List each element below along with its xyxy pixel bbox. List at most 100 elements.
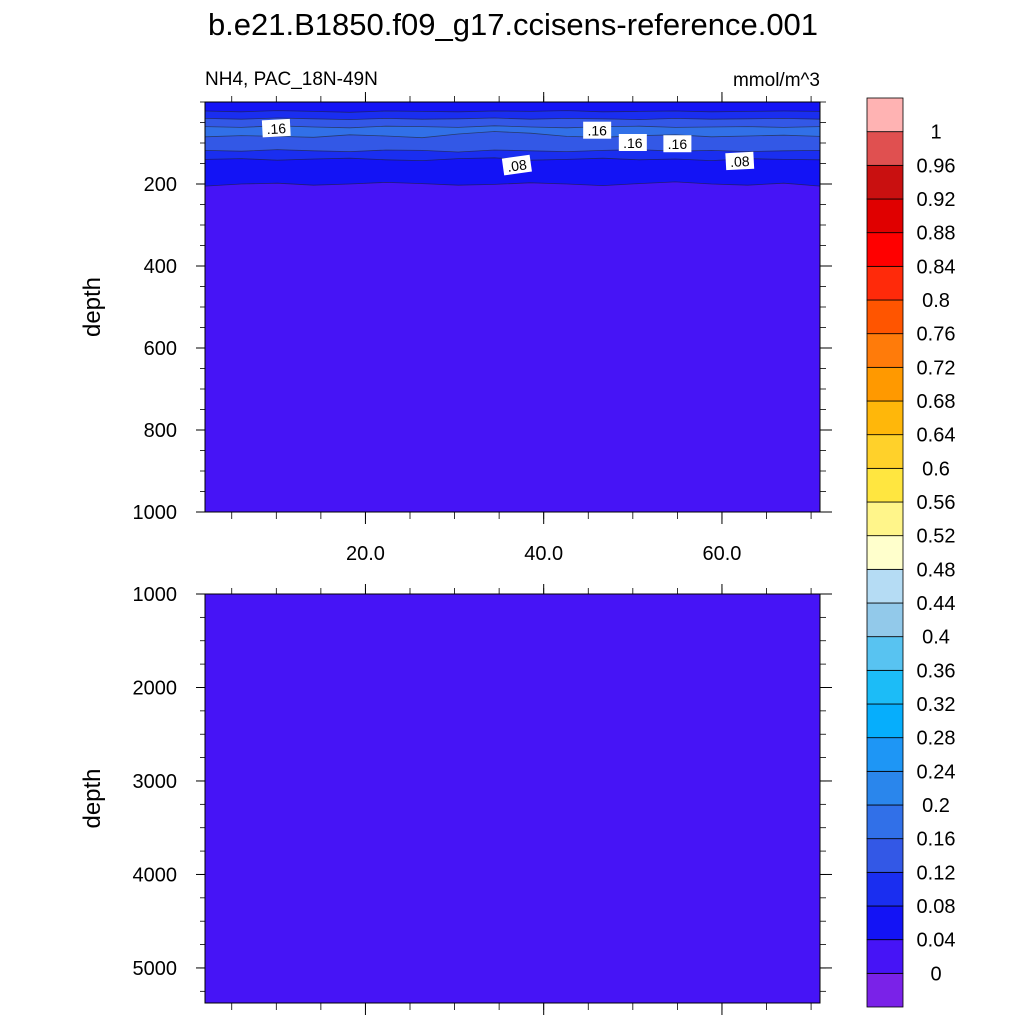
upper-xtick-label-1: 40.0: [524, 543, 563, 565]
upper-contour-line-4: [204, 125, 821, 129]
upper-contour-line-6: [204, 110, 821, 113]
variable-label: NH4, PAC_18N-49N: [205, 69, 378, 90]
colorbar-swatch-3: [866, 871, 904, 907]
colorbar-label-17: 0.68: [917, 391, 956, 413]
upper-ytick-label-0: 200: [144, 174, 177, 196]
lower-ytick-label-4: 5000: [133, 958, 178, 980]
colorbar-label-3: 0.12: [917, 862, 956, 884]
colorbar-swatch-22: [866, 232, 904, 267]
colorbar-swatch-10: [866, 636, 904, 671]
upper-xtick-label-2: 60.0: [702, 543, 741, 565]
upper-ytick-label-4: 1000: [133, 502, 178, 524]
upper-ytick-label-1: 400: [144, 256, 177, 278]
colorbar-label-5: 0.2: [922, 795, 950, 817]
upper-ylabel: depth: [79, 277, 106, 337]
upper-contour-label-text-0: .16: [266, 120, 286, 137]
colorbar-swatch-4: [866, 838, 904, 873]
upper-contour-label-box-2: [618, 134, 647, 151]
colorbar-label-7: 0.28: [917, 728, 956, 750]
colorbar-label-25: 1: [930, 122, 941, 144]
lower-ytick-label-2: 3000: [133, 771, 178, 793]
upper-ytick-label-2: 600: [144, 338, 177, 360]
upper-contour-band-6: [205, 102, 820, 113]
colorbar-label-9: 0.36: [917, 660, 956, 682]
lower-ytick-label-0: 1000: [133, 584, 178, 606]
colorbar-label-0: 0: [930, 963, 941, 985]
upper-contour-label-text-3: .16: [668, 136, 688, 152]
upper-contour-label-3: .16: [663, 135, 692, 153]
upper-contour-label-box-5: [725, 151, 755, 171]
lower-depth-panel: 1000 2000 3000 4000 5000 depth: [79, 584, 832, 1015]
colorbar-label-21: 0.84: [917, 256, 956, 278]
colorbar-swatch-23: [866, 198, 904, 234]
colorbar-swatch-21: [866, 265, 904, 301]
upper-contour-label-box-1: [583, 121, 612, 139]
lower-ytick-label-1: 2000: [133, 677, 178, 699]
colorbar-label-6: 0.24: [917, 761, 956, 783]
upper-contour-line-3: [204, 131, 821, 139]
colorbar-swatch-20: [866, 299, 904, 335]
colorbar-label-23: 0.92: [917, 189, 956, 211]
upper-contour-label-text-4: .08: [506, 156, 528, 175]
colorbar-swatch-8: [866, 703, 904, 739]
colorbar-swatch-5: [866, 804, 904, 840]
lower-field: [205, 594, 820, 1003]
upper-contour-line-5: [204, 117, 821, 121]
upper-contour-label-2: .16: [618, 134, 647, 151]
upper-contour-label-text-5: .08: [730, 153, 750, 170]
colorbar-label-19: 0.76: [917, 324, 956, 346]
upper-contour-label-box-0: [261, 118, 291, 138]
colorbar-label-12: 0.48: [917, 559, 956, 581]
colorbar-label-10: 0.4: [922, 627, 950, 649]
colorbar-label-16: 0.64: [917, 425, 956, 447]
colorbar: 0 0.04 0.08 0.12 0.16 0.2 0.24 0.28 0.32 0.36 0.4 0…: [866, 97, 956, 1008]
upper-contour-label-5: .08: [725, 151, 755, 171]
colorbar-swatch-18: [866, 366, 904, 402]
colorbar-swatch-12: [866, 568, 904, 604]
units-label: mmol/m^3: [733, 70, 820, 91]
colorbar-swatch-13: [866, 535, 904, 570]
upper-contour-line-0: [204, 181, 821, 187]
upper-contour-label-1: .16: [583, 121, 612, 139]
upper-contour-label-box-4: [501, 154, 532, 176]
lower-ylabel: depth: [79, 768, 106, 828]
colorbar-label-1: 0.04: [917, 930, 956, 952]
colorbar-swatch-24: [866, 164, 904, 200]
upper-contour-label-text-1: .16: [587, 123, 607, 139]
figure-title: b.e21.B1850.f09_g17.ccisens-reference.00…: [208, 7, 818, 42]
lower-frame: [204, 593, 821, 1004]
colorbar-swatch-25: [866, 131, 904, 166]
colorbar-swatch-16: [866, 434, 904, 469]
colorbar-swatch-7: [866, 737, 904, 772]
colorbar-label-11: 0.44: [917, 593, 956, 615]
colorbar-label-15: 0.6: [922, 458, 950, 480]
upper-contour-label-4: .08: [501, 154, 532, 176]
colorbar-swatch-19: [866, 333, 904, 368]
colorbar-swatch-1: [866, 939, 904, 974]
upper-contour-label-0: .16: [261, 118, 291, 138]
colorbar-swatch-15: [866, 467, 904, 503]
upper-depth-panel: 200 400 600 800 1000 depth 20.0 40.0 60.0 .16 .16.…: [79, 92, 832, 565]
colorbar-label-14: 0.56: [917, 492, 956, 514]
colorbar-label-4: 0.16: [917, 829, 956, 851]
colorbar-swatch-14: [866, 501, 904, 537]
colorbar-swatch-26: [866, 97, 904, 133]
lower-ytick-label-3: 4000: [133, 864, 178, 886]
colorbar-swatch-17: [866, 400, 904, 436]
upper-contour-line-2: [204, 149, 821, 153]
colorbar-swatch-2: [866, 905, 904, 941]
upper-ytick-label-3: 800: [144, 420, 177, 442]
colorbar-label-13: 0.52: [917, 526, 956, 548]
colorbar-swatch-0: [866, 972, 904, 1008]
colorbar-label-8: 0.32: [917, 694, 956, 716]
colorbar-label-24: 0.96: [917, 155, 956, 177]
upper-contour-label-box-3: [663, 135, 692, 153]
colorbar-label-22: 0.88: [917, 223, 956, 245]
colorbar-swatch-6: [866, 770, 904, 806]
upper-xtick-label-0: 20.0: [346, 543, 385, 565]
upper-contour-label-text-2: .16: [623, 135, 643, 151]
colorbar-swatch-9: [866, 669, 904, 705]
colorbar-label-20: 0.8: [922, 290, 950, 312]
colorbar-label-2: 0.08: [917, 896, 956, 918]
